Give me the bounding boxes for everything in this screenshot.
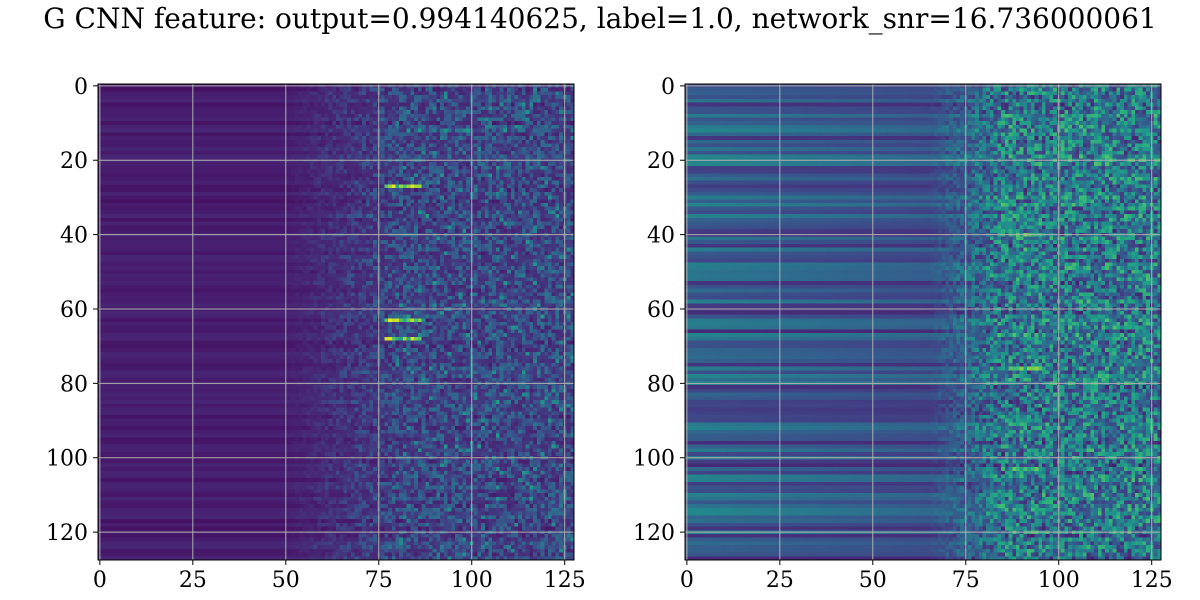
y-tick-label: 100 (633, 447, 675, 472)
left-heatmap-panel: 0 25 50 75 100 125 0 20 40 60 80 100 120 (46, 75, 586, 593)
x-tick-label: 0 (93, 568, 107, 593)
x-tick-label: 50 (272, 568, 300, 593)
x-tick-label: 25 (766, 568, 794, 593)
y-tick-label: 60 (647, 298, 675, 323)
y-tick-label: 40 (60, 224, 88, 249)
right-heatmap-panel: 0 25 50 75 100 125 0 20 40 60 80 100 120 (633, 75, 1173, 593)
x-tick-label: 100 (1038, 568, 1080, 593)
x-tick-label: 125 (544, 568, 586, 593)
x-tick-label: 100 (451, 568, 493, 593)
y-tick-label: 60 (60, 298, 88, 323)
y-tick-label: 40 (647, 224, 675, 249)
axes-frame (97, 83, 575, 561)
y-tick-label: 0 (74, 75, 88, 100)
y-tick-label: 120 (46, 521, 88, 546)
y-tick-label: 100 (46, 447, 88, 472)
x-tick-label: 75 (952, 568, 980, 593)
figure-title: G CNN feature: output=0.994140625, label… (43, 2, 1156, 35)
x-tick-label: 25 (179, 568, 207, 593)
y-tick-label: 20 (647, 149, 675, 174)
y-tick-label: 80 (60, 372, 88, 397)
y-tick-label: 20 (60, 149, 88, 174)
axes-frame (684, 83, 1162, 561)
x-tick-label: 75 (365, 568, 393, 593)
heatmap-cells (685, 84, 1162, 561)
x-tick-label: 0 (680, 568, 694, 593)
y-tick-label: 0 (661, 75, 675, 100)
x-tick-label: 125 (1131, 568, 1173, 593)
x-tick-label: 50 (859, 568, 887, 593)
heatmap-cells (98, 84, 575, 561)
y-tick-label: 120 (633, 521, 675, 546)
y-tick-label: 80 (647, 372, 675, 397)
